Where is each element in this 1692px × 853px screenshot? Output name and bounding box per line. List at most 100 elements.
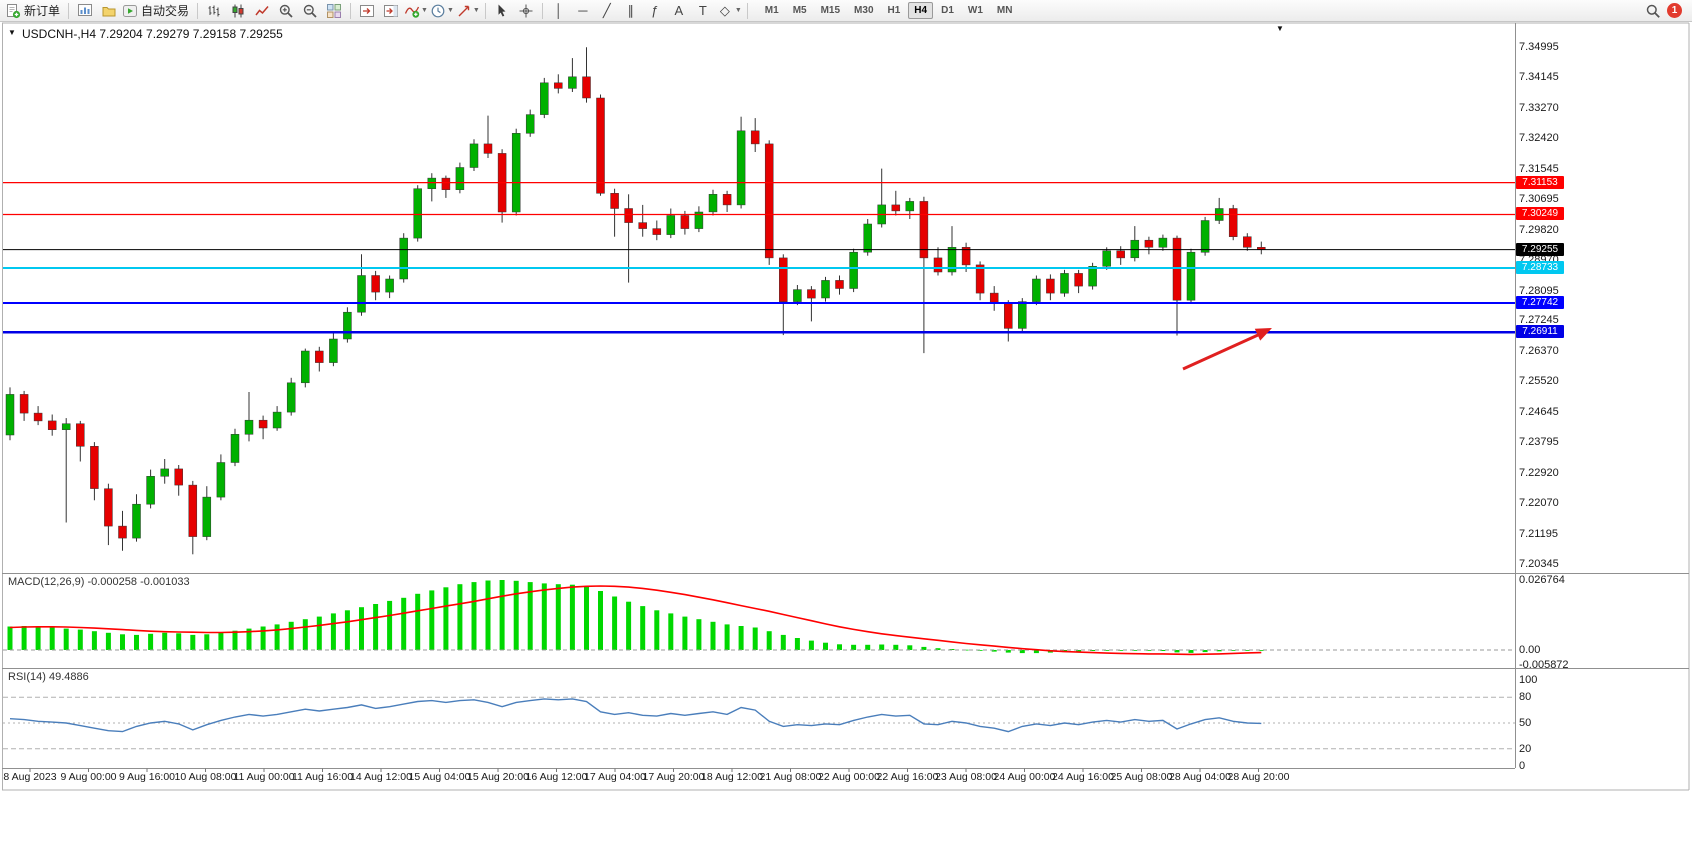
- tf-button-m1[interactable]: M1: [764, 5, 779, 16]
- objects-menu-button[interactable]: ▼: [456, 1, 480, 21]
- tile-windows-button[interactable]: [323, 1, 345, 21]
- time-axis-label: 8 Aug 2023: [3, 771, 57, 783]
- chevron-down-icon: ▼: [472, 7, 480, 14]
- indicators-button[interactable]: ▼: [404, 1, 428, 21]
- time-axis-label: 18 Aug 12:00: [701, 771, 763, 783]
- rsi-level-lines: [3, 696, 1515, 750]
- line-chart-icon: [254, 3, 270, 19]
- tf-button-d1[interactable]: D1: [941, 5, 954, 16]
- auto-scroll-button[interactable]: [356, 1, 378, 21]
- new-chart-button[interactable]: [74, 1, 96, 21]
- zoom-in-button[interactable]: [275, 1, 297, 21]
- ohlc-bars-icon: [206, 3, 222, 19]
- zoom-out-button[interactable]: [299, 1, 321, 21]
- toolbar-separator: [197, 2, 199, 19]
- price-axis-label: 7.21195: [1519, 528, 1558, 540]
- time-axis-label: 15 Aug 20:00: [467, 771, 529, 783]
- time-axis-label: 10 Aug 08:00: [174, 771, 237, 783]
- fibonacci-tool-button[interactable]: ƒ: [644, 1, 666, 21]
- price-axis-label: 7.27245: [1519, 314, 1559, 327]
- time-axis-label: 9 Aug 16:00: [118, 771, 176, 783]
- price-level-badge: 7.31153: [1516, 175, 1564, 189]
- rsi-axis-label: 100: [1519, 674, 1538, 686]
- tile-windows-icon: [326, 3, 342, 19]
- toolbar-separator: [350, 2, 352, 19]
- chart-shift-button[interactable]: [380, 1, 402, 21]
- toolbar: 新订单 自动交易 ▼ ▼ ▼ │ ─ ╱ ∥ ƒ A T ◇ ▼ M1: [0, 0, 1692, 22]
- time-axis-label: 9 Aug 00:00: [60, 771, 117, 783]
- macd-signal-line: [9, 585, 1262, 656]
- price-level-badge: 7.27742: [1516, 295, 1564, 309]
- price-axis-label: 7.25520: [1519, 375, 1559, 388]
- shapes-menu-button[interactable]: ◇ ▼: [716, 1, 742, 21]
- price-axis-label: 7.22920: [1519, 467, 1559, 480]
- label-tool-button[interactable]: T: [692, 1, 714, 21]
- candlestick-mode-button[interactable]: [227, 1, 249, 21]
- horizontal-line-tool-button[interactable]: ─: [572, 1, 594, 21]
- algo-trading-button[interactable]: 自动交易: [122, 1, 192, 21]
- search-button[interactable]: [1642, 1, 1664, 21]
- tf-button-w1[interactable]: W1: [967, 5, 983, 16]
- price-axis-label: 7.24645: [1519, 406, 1559, 419]
- tf-button-m5[interactable]: M5: [792, 5, 807, 16]
- cursor-button[interactable]: [491, 1, 513, 21]
- vertical-line-tool-button[interactable]: │: [548, 1, 570, 21]
- macd-axis-label: 0.00: [1519, 644, 1541, 656]
- indicators-icon: [404, 3, 420, 19]
- macd-indicator-title: MACD(12,26,9) -0.000258 -0.001033: [8, 576, 190, 588]
- chevron-down-icon: ▼: [421, 7, 428, 14]
- horizontal-line-icon: ─: [578, 2, 588, 18]
- price-axis-label: 7.28095: [1519, 284, 1559, 297]
- crosshair-icon: [518, 3, 534, 19]
- macd-axis-label: -0.005872: [1519, 659, 1569, 672]
- new-order-icon: [5, 3, 21, 19]
- channel-tool-button[interactable]: ∥: [620, 1, 642, 21]
- trendline-tool-button[interactable]: ╱: [596, 1, 618, 21]
- notification-badge[interactable]: 1: [1667, 3, 1682, 18]
- cursor-icon: [494, 3, 510, 19]
- timeframes-menu-button[interactable]: ▼: [430, 1, 454, 21]
- shapes-icon: ◇: [719, 2, 730, 18]
- toolbar-separator: [746, 2, 748, 19]
- tf-button-h4[interactable]: H4: [908, 2, 934, 19]
- time-axis-label: 24 Aug 00:00: [993, 771, 1056, 783]
- time-axis-label: 28 Aug 04:00: [1169, 771, 1231, 783]
- new-order-button[interactable]: 新订单: [5, 1, 63, 21]
- time-axis-label: 23 Aug 08:00: [935, 771, 997, 783]
- tf-button-m30[interactable]: M30: [854, 5, 874, 16]
- macd-axis-label: 0.026764: [1519, 574, 1565, 587]
- price-level-badge: 7.28733: [1516, 260, 1564, 274]
- arrow-tool-icon: [456, 3, 472, 19]
- autoscroll-marker-icon[interactable]: ▼: [1276, 24, 1284, 33]
- time-axis-label: 15 Aug 04:00: [408, 771, 471, 783]
- rsi-axis-label: 80: [1519, 691, 1532, 704]
- fibonacci-icon: ƒ: [651, 2, 659, 18]
- time-axis-label: 11 Aug 16:00: [291, 771, 354, 783]
- line-chart-mode-button[interactable]: [251, 1, 273, 21]
- algo-trading-icon: [122, 3, 138, 19]
- text-tool-button[interactable]: A: [668, 1, 690, 21]
- new-chart-icon: [77, 3, 93, 19]
- time-axis-label: 24 Aug 16:00: [1052, 771, 1114, 783]
- time-axis-label: 14 Aug 12:00: [350, 771, 412, 783]
- clock-icon: [430, 3, 446, 19]
- price-level-badge: 7.26911: [1516, 325, 1564, 339]
- crosshair-button[interactable]: [515, 1, 537, 21]
- tf-button-mn[interactable]: MN: [996, 5, 1013, 16]
- price-axis-label: 7.26370: [1519, 345, 1559, 358]
- bar-chart-mode-button[interactable]: [203, 1, 225, 21]
- window-frame: [2, 22, 1690, 791]
- tf-button-m15[interactable]: M15: [820, 5, 841, 16]
- trend-arrow-annotation[interactable]: [1182, 328, 1272, 371]
- search-icon: [1645, 3, 1661, 19]
- chart-menu-icon[interactable]: ▼: [8, 28, 16, 37]
- time-axis-label: 22 Aug 16:00: [876, 771, 939, 783]
- trendline-icon: ╱: [602, 2, 611, 18]
- tf-button-h1[interactable]: H1: [887, 5, 901, 16]
- rsi-indicator-title: RSI(14) 49.4886: [8, 671, 89, 683]
- zoom-in-icon: [278, 3, 294, 19]
- profiles-button[interactable]: [98, 1, 120, 21]
